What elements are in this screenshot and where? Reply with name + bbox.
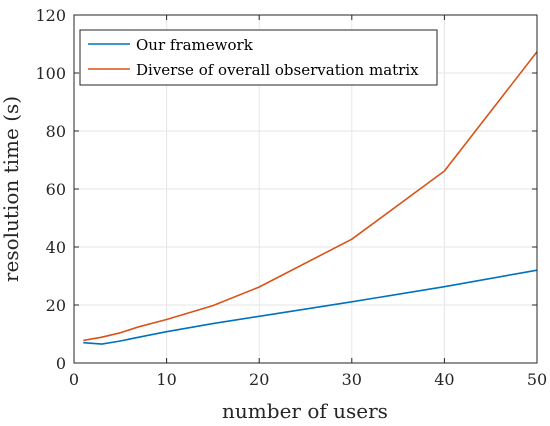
x-tick-label: 0 [69,370,79,389]
legend-label-diverse-observation-matrix: Diverse of overall observation matrix [136,61,419,79]
y-tick-label: 60 [46,180,66,199]
x-tick-label: 50 [527,370,547,389]
y-tick-label: 100 [35,64,66,83]
x-tick-label: 30 [342,370,362,389]
y-tick-label: 20 [46,296,66,315]
legend: Our framework Diverse of overall observa… [79,29,438,86]
y-tick-label: 80 [46,122,66,141]
x-tick-label: 40 [434,370,454,389]
legend-label-our-framework: Our framework [136,36,254,54]
series-lines [83,51,538,345]
y-tick-label: 40 [46,238,66,257]
x-tick-label: 20 [249,370,269,389]
axis-ticks [73,14,538,364]
y-axis-title: resolution time (s) [0,96,23,282]
x-axis-title: number of users [222,399,388,423]
series-line-our-framework [83,269,538,345]
legend-box [79,29,438,86]
tick-labels: 0 10 20 30 40 50 0 20 40 60 80 100 120 [35,6,547,389]
y-tick-label: 120 [35,6,66,25]
x-tick-label: 10 [156,370,176,389]
y-tick-label: 0 [56,354,66,373]
series-line-diverse-observation-matrix [83,51,538,342]
